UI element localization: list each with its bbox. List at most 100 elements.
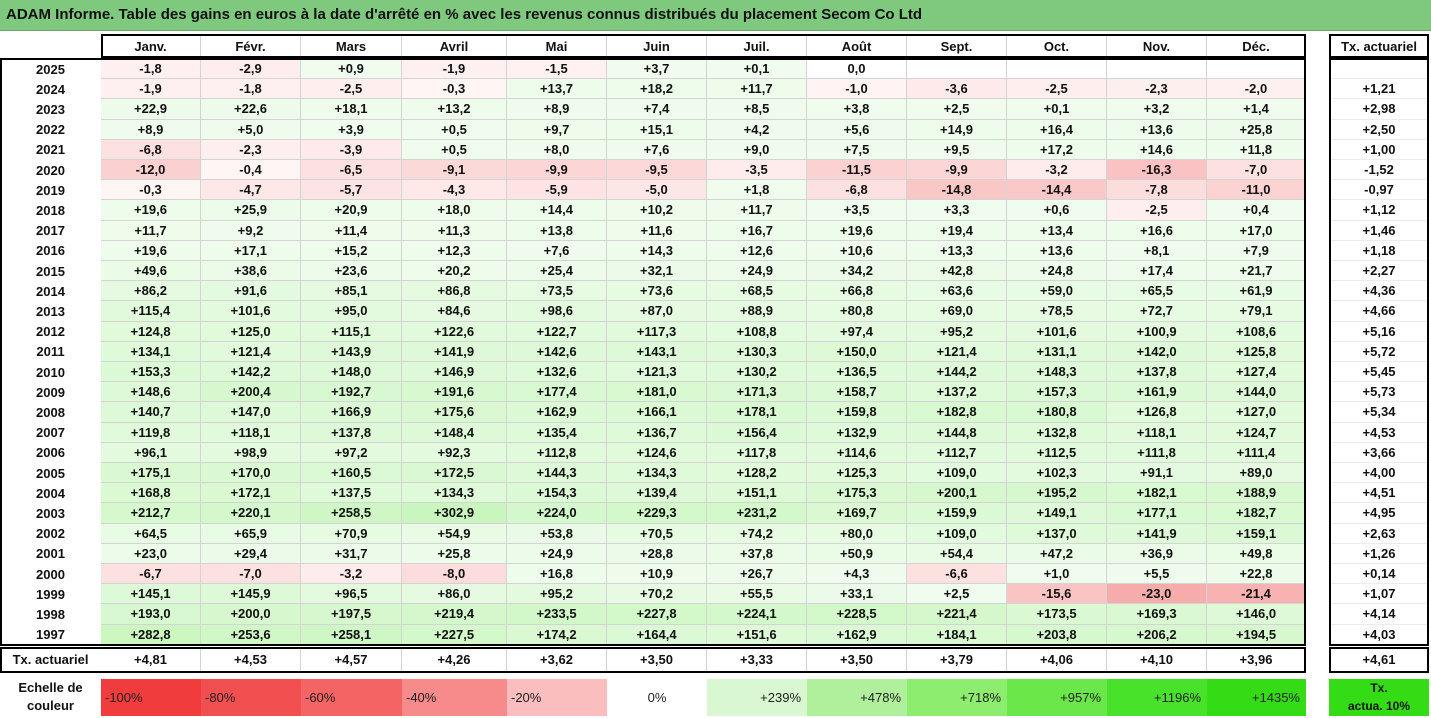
- rate-cell: +5,16: [1329, 322, 1429, 342]
- table-cell: +227,8: [607, 604, 707, 625]
- table-cell: +212,7: [101, 503, 201, 524]
- table-cell: -5,9: [507, 180, 607, 201]
- table-cell: +115,4: [101, 301, 201, 322]
- table-cell: +166,9: [301, 402, 402, 423]
- table-cell: +13,6: [1107, 119, 1207, 140]
- year-label: 2019: [36, 182, 65, 198]
- table-cell: +118,1: [201, 422, 301, 443]
- table-cell: +68,5: [707, 281, 807, 302]
- table-cell: +231,2: [707, 503, 807, 524]
- table-cell: +24,8: [1007, 261, 1107, 282]
- table-cell: +55,5: [707, 584, 807, 605]
- table-cell: +22,8: [1207, 564, 1306, 585]
- table-cell: +137,2: [907, 382, 1007, 403]
- table-cell: +124,7: [1207, 422, 1306, 443]
- year-label: 2012: [36, 324, 65, 340]
- table-cell: +149,1: [1007, 503, 1107, 524]
- table-cell: +7,4: [607, 99, 707, 120]
- table-cell: +127,0: [1207, 402, 1306, 423]
- color-scale-swatch: -20%: [507, 679, 607, 716]
- rate-cell: -1,52: [1329, 160, 1429, 181]
- table-cell: +89,0: [1207, 463, 1306, 484]
- table-cell: +229,3: [607, 503, 707, 524]
- table-cell: +253,6: [201, 624, 301, 645]
- month-header: Déc.: [1207, 34, 1306, 58]
- table-cell: -6,8: [807, 180, 907, 201]
- table-cell: +0,5: [402, 119, 507, 140]
- table-cell: +20,9: [301, 200, 402, 221]
- table-cell: +10,9: [607, 564, 707, 585]
- table-cell: +49,6: [101, 261, 201, 282]
- rate-cell: +1,07: [1329, 584, 1429, 605]
- month-header: Mars: [301, 34, 402, 58]
- table-cell: +91,1: [1107, 463, 1207, 484]
- table-cell: +42,8: [907, 261, 1007, 282]
- table-cell: +16,6: [1107, 220, 1207, 241]
- table-cell: +136,7: [607, 422, 707, 443]
- table-cell: +32,1: [607, 261, 707, 282]
- table-cell: +9,5: [907, 139, 1007, 160]
- rate-cell: +4,53: [1329, 423, 1429, 443]
- year-label: 2005: [36, 465, 65, 481]
- table-cell: +72,7: [1107, 301, 1207, 322]
- year-label: 2011: [36, 344, 65, 360]
- table-cell: +20,2: [402, 261, 507, 282]
- table-cell: +15,1: [607, 119, 707, 140]
- table-cell: -2,3: [201, 139, 301, 160]
- table-cell: +8,9: [101, 119, 201, 140]
- table-cell: +195,2: [1007, 483, 1107, 504]
- table-cell: +8,5: [707, 99, 807, 120]
- footer-cell: +3,96: [1207, 646, 1306, 673]
- table-cell: +200,1: [907, 483, 1007, 504]
- footer-rate: +4,61: [1362, 652, 1396, 668]
- table-cell: +282,8: [101, 624, 201, 645]
- rate-cell: +5,72: [1329, 342, 1429, 362]
- table-cell: +3,8: [807, 99, 907, 120]
- table-cell: +23,6: [301, 261, 402, 282]
- table-cell: +143,9: [301, 341, 402, 362]
- table-cell: +11,7: [707, 79, 807, 100]
- table-cell: -23,0: [1107, 584, 1207, 605]
- table-cell: +12,6: [707, 240, 807, 261]
- table-cell: +25,4: [507, 261, 607, 282]
- table-cell: +80,8: [807, 301, 907, 322]
- table-cell: +7,6: [607, 139, 707, 160]
- rate-cell: +5,45: [1329, 362, 1429, 383]
- table-cell: +128,2: [707, 463, 807, 484]
- rate-cell: +4,36: [1329, 281, 1429, 302]
- table-cell: -5,0: [607, 180, 707, 201]
- table-cell: -2,5: [1007, 79, 1107, 100]
- table-cell: -3,6: [907, 79, 1007, 100]
- table-cell: -4,7: [201, 180, 301, 201]
- table-cell: -7,8: [1107, 180, 1207, 201]
- table-cell: +258,5: [301, 503, 402, 524]
- table-cell: +4,2: [707, 119, 807, 140]
- table-cell: [907, 59, 1007, 80]
- table-cell: +36,9: [1107, 543, 1207, 564]
- rate-cell: -0,97: [1329, 180, 1429, 201]
- table-cell: +142,2: [201, 362, 301, 383]
- table-cell: +182,1: [1107, 483, 1207, 504]
- footer-cell: +3,62: [507, 646, 607, 673]
- table-cell: +97,4: [807, 321, 907, 342]
- table-cell: +134,3: [607, 463, 707, 484]
- table-cell: +86,8: [402, 281, 507, 302]
- year-label: 2006: [36, 445, 65, 461]
- table-cell: +136,5: [807, 362, 907, 383]
- table-cell: +130,2: [707, 362, 807, 383]
- rate-cell: +3,66: [1329, 443, 1429, 463]
- table-cell: +125,8: [1207, 341, 1306, 362]
- year-label: 2015: [36, 263, 65, 279]
- table-cell: +13,7: [507, 79, 607, 100]
- rate-cell: +1,46: [1329, 221, 1429, 241]
- table-cell: +18,0: [402, 200, 507, 221]
- table-cell: +139,4: [607, 483, 707, 504]
- color-scale-swatch: -100%: [101, 679, 201, 716]
- table-cell: +11,3: [402, 220, 507, 241]
- table-cell: [1107, 59, 1207, 80]
- table-cell: +221,4: [907, 604, 1007, 625]
- table-cell: +182,7: [1207, 503, 1306, 524]
- table-cell: +156,4: [707, 422, 807, 443]
- color-scale-swatch: +718%: [907, 679, 1007, 716]
- table-cell: +61,9: [1207, 281, 1306, 302]
